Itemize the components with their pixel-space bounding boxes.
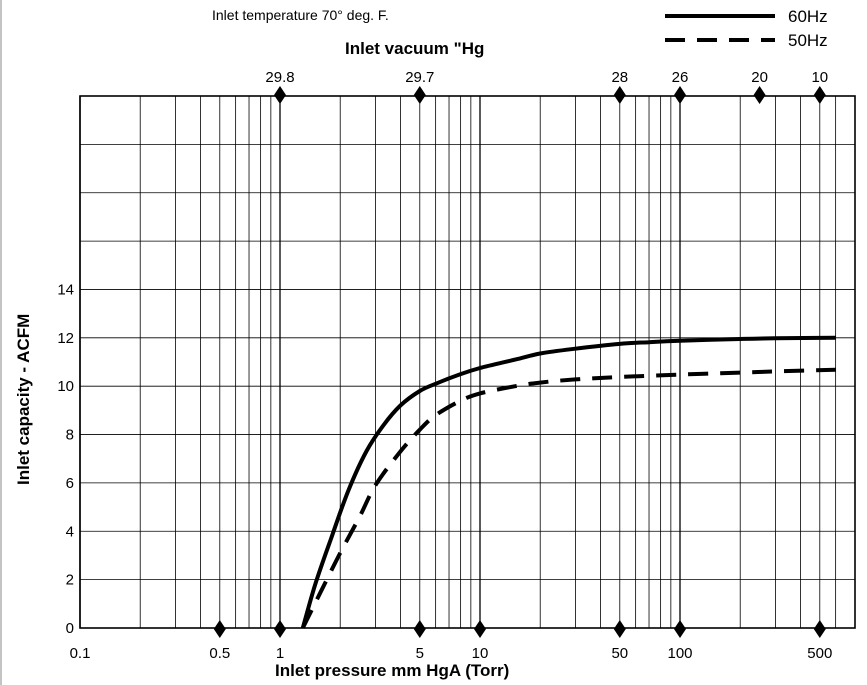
y-tick-label: 4 — [66, 523, 74, 540]
x2-tick-label: 20 — [751, 69, 768, 86]
x2-tick-label: 29.8 — [265, 69, 294, 86]
x-tick-label: 5 — [416, 645, 424, 662]
series-line-60hz — [300, 335, 836, 629]
y-tick-label: 14 — [57, 281, 74, 298]
y-axis-title: Inlet capacity - ACFM — [14, 314, 33, 485]
x-tick-marker — [613, 629, 626, 638]
x-axis-title: Inlet pressure mm HgA (Torr) — [275, 661, 509, 680]
top-axis-title: Inlet vacuum "Hg — [345, 39, 484, 58]
x-tick-label: 500 — [807, 645, 832, 662]
x-tick-marker — [274, 620, 286, 629]
x-tick-marker — [213, 620, 226, 629]
x-tick-label: 0.1 — [70, 645, 91, 662]
legend-label-50hz: 50Hz — [788, 31, 828, 50]
x2-tick-marker — [813, 86, 826, 95]
x-tick-marker — [813, 629, 826, 638]
series-line-50hz — [301, 367, 836, 629]
x-tick-label: 10 — [472, 645, 489, 662]
x2-tick-marker — [413, 95, 426, 104]
x2-tick-marker — [413, 86, 426, 95]
x-tick-marker — [474, 620, 486, 629]
x-tick-marker — [813, 620, 826, 629]
x-tick-label: 50 — [611, 645, 628, 662]
plot-frame — [79, 95, 856, 629]
x-tick-marker — [674, 629, 686, 638]
x2-tick-marker — [674, 95, 686, 104]
x-tick-label: 1 — [276, 645, 284, 662]
x2-tick-label: 10 — [811, 69, 828, 86]
x-tick-marker — [413, 620, 426, 629]
legend-label-60hz: 60Hz — [788, 7, 828, 26]
legend: 60Hz 50Hz — [665, 7, 828, 50]
y-tick-label: 12 — [57, 330, 74, 347]
y-tick-label: 0 — [66, 620, 74, 637]
x2-tick-label: 26 — [672, 69, 689, 86]
x-tick-label: 100 — [667, 645, 692, 662]
y-tick-label: 6 — [66, 475, 74, 492]
x-tick-marker — [674, 620, 686, 629]
temperature-note: Inlet temperature 70° deg. F. — [212, 7, 389, 23]
x-tick-marker — [413, 629, 426, 638]
x-tick-marker — [274, 629, 286, 638]
x2-tick-marker — [613, 86, 626, 95]
x-tick-marker — [613, 620, 626, 629]
x2-tick-label: 28 — [611, 69, 628, 86]
y-tick-label: 10 — [57, 378, 74, 395]
x2-tick-marker — [813, 95, 826, 104]
x2-tick-marker — [753, 95, 766, 104]
x2-tick-marker — [274, 95, 286, 104]
x2-tick-marker — [753, 86, 766, 95]
x2-tick-marker — [674, 86, 686, 95]
y-tick-label: 2 — [66, 572, 74, 589]
x-tick-marker — [213, 629, 226, 638]
y-tick-label: 8 — [66, 427, 74, 444]
series-lines — [300, 335, 836, 629]
x2-tick-marker — [274, 86, 286, 95]
x-tick-marker — [474, 629, 486, 638]
x2-tick-label: 29.7 — [405, 69, 434, 86]
x2-tick-marker — [613, 95, 626, 104]
x-tick-label: 0.5 — [209, 645, 230, 662]
